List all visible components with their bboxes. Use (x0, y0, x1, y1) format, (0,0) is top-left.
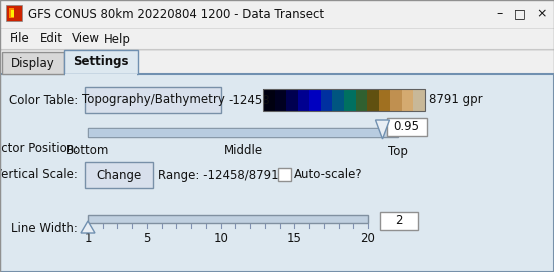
Bar (286, 89, 299, 111)
Bar (402, 89, 414, 111)
Bar (367, 89, 379, 111)
Text: 8791 gpr: 8791 gpr (429, 94, 483, 107)
Text: Top: Top (388, 144, 408, 157)
Bar (356, 89, 368, 111)
Bar (0, 28, 554, 50)
Text: Color Table:: Color Table: (9, 94, 78, 107)
Bar (413, 89, 426, 111)
Bar (2, 52, 64, 74)
Text: Bottom: Bottom (66, 144, 110, 157)
Text: Line Width:: Line Width: (11, 222, 78, 236)
Text: 2: 2 (395, 215, 403, 227)
Bar (88, 128, 398, 137)
Text: ×: × (537, 8, 547, 20)
Text: View: View (72, 32, 100, 45)
Polygon shape (376, 120, 389, 139)
Text: Settings: Settings (73, 55, 129, 69)
Text: -12458: -12458 (228, 94, 270, 107)
Bar (275, 89, 287, 111)
Text: 0.95: 0.95 (393, 120, 419, 134)
Text: 5: 5 (143, 233, 151, 246)
Text: Auto-scale?: Auto-scale? (294, 168, 363, 181)
Text: GFS CONUS 80km 20220804 1200 - Data Transect: GFS CONUS 80km 20220804 1200 - Data Tran… (28, 8, 324, 20)
Bar (65, 74, 137, 76)
Bar (263, 89, 425, 111)
Text: Change: Change (96, 168, 142, 181)
Text: File: File (10, 32, 30, 45)
Bar (263, 89, 275, 111)
Bar (85, 162, 153, 188)
Text: Topography/Bathymetry: Topography/Bathymetry (81, 94, 224, 107)
Bar (278, 168, 291, 181)
Bar (344, 89, 356, 111)
Text: Selector Position:: Selector Position: (0, 141, 78, 154)
Polygon shape (81, 221, 95, 233)
Bar (88, 215, 368, 223)
Text: Display: Display (11, 57, 55, 70)
Bar (9, 8, 14, 18)
Bar (390, 89, 403, 111)
Bar (6, 5, 22, 21)
Bar (85, 87, 221, 113)
Bar (379, 89, 391, 111)
Bar (387, 118, 427, 136)
Bar (64, 50, 138, 74)
Text: 20: 20 (361, 233, 376, 246)
Text: Vertical Scale:: Vertical Scale: (0, 168, 78, 181)
Bar (309, 89, 322, 111)
Bar (380, 212, 418, 230)
Bar (0, 0, 554, 28)
Text: 10: 10 (213, 233, 228, 246)
Bar (0, 74, 554, 272)
Bar (11, 10, 14, 17)
Bar (332, 89, 345, 111)
Text: Edit: Edit (40, 32, 63, 45)
Text: Help: Help (104, 32, 131, 45)
Text: –: – (497, 8, 503, 20)
Bar (88, 128, 382, 137)
Text: Middle: Middle (223, 144, 263, 157)
Bar (321, 89, 333, 111)
Bar (297, 89, 310, 111)
Text: Range: -12458/8791: Range: -12458/8791 (158, 168, 279, 181)
Text: □: □ (514, 8, 526, 20)
Text: 1: 1 (84, 233, 92, 246)
Text: 15: 15 (287, 233, 302, 246)
